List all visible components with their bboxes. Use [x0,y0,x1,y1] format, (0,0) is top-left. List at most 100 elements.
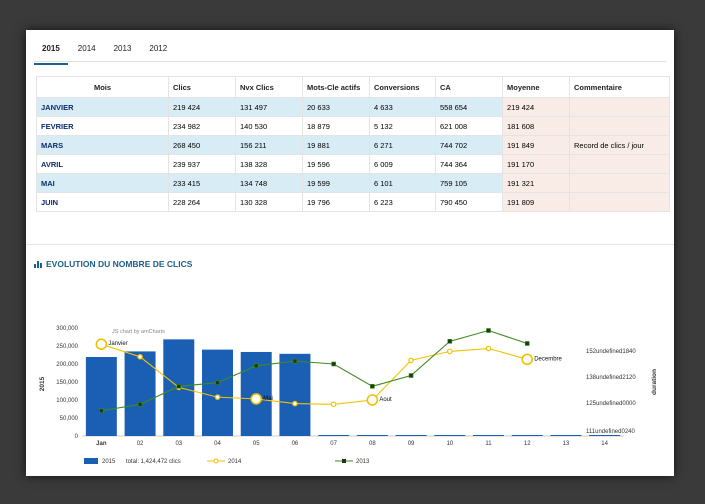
legend-label-2015: 2015 [102,459,116,465]
x-tick-label: 09 [408,441,415,447]
table-cell: 759 105 [435,173,503,193]
x-tick-label: 03 [175,441,182,447]
data-point [99,408,104,414]
data-point [292,358,298,364]
x-tick-label: 02 [137,441,144,447]
col-header-mois: Mois [36,76,169,98]
table-cell: 744 702 [435,135,503,155]
annotation-marker [95,338,108,350]
monthly-table: Mois Clics Nvx Clics Mots-Cle actifs Con… [36,76,670,212]
table-cell: 19 881 [302,135,370,155]
col-header-commentaire: Commentaire [569,76,670,98]
x-tick-label: 12 [524,441,531,447]
y-tick-label: 100,000 [56,398,78,404]
tab-2015[interactable]: 2015 [34,40,68,65]
section-divider [26,244,674,245]
bar-chart-icon [34,261,42,268]
x-tick-label: 13 [563,441,570,447]
series-line-2014 [101,343,528,405]
table-cell: 134 748 [235,173,303,193]
annotation-marker [366,394,379,406]
y-tick-label: 50,000 [60,416,79,422]
table-cell: 239 937 [168,154,236,174]
table-cell: 234 982 [168,116,236,136]
table-cell: 20 633 [302,97,370,117]
bar [85,357,117,436]
legend-swatch-2015 [84,458,98,464]
y-tick-label: 200,000 [56,362,78,368]
table-cell: Record de clics / jour [569,135,670,155]
bar [550,435,582,436]
table-cell: 744 364 [435,154,503,174]
bar [279,353,311,436]
data-point [137,402,143,407]
data-point [215,380,220,386]
tab-2013[interactable]: 2013 [113,44,132,53]
data-point [176,384,182,389]
table-cell: 130 328 [235,192,303,212]
data-point [408,357,414,364]
table-cell: 191 170 [502,154,570,174]
legend-total: total: 1,424,472 clics [126,459,181,465]
bar [395,435,427,436]
tab-2012[interactable]: 2012 [149,44,168,53]
annotation-label: Aout [379,397,392,403]
data-point [447,339,453,344]
table-cell [569,173,670,193]
x-tick-label: 08 [369,441,376,447]
table-cell: 19 796 [302,192,370,212]
legend-marker-2013 [342,459,346,463]
table-row: FEVRIER 234 982 140 530 18 879 5 132 621 008 1… [36,116,670,136]
y-tick-label: 300,000 [56,326,78,332]
chart-credit: JS chart by amCharts [112,329,165,335]
x-tick-label: 11 [485,441,492,447]
x-tick-label: 05 [253,441,260,447]
data-point [331,361,336,367]
table-cell: 621 008 [435,116,503,136]
data-point [486,328,491,333]
table-cell: 219 424 [168,97,236,117]
table-cell: 18 879 [302,116,370,136]
annotation-label: Janvier [108,341,127,347]
right-tick-label: 152undefined1840 [586,349,636,355]
month-cell: AVRIL [36,154,169,174]
annotation-marker [250,393,263,405]
table-cell: 181 608 [502,116,570,136]
data-point [214,394,221,400]
month-cell: FEVRIER [36,116,169,136]
table-cell [569,116,670,136]
bar [124,351,156,436]
report-panel: 2015 2014 2013 2012 Mois Clics Nvx Clics… [26,30,674,476]
table-cell: 4 633 [369,97,436,117]
table-cell: 191 849 [502,135,570,155]
y-axis-label-right: duration [651,369,658,395]
table-cell [569,154,670,174]
annotation-marker [521,353,534,366]
month-cell: MAI [36,173,169,193]
col-header-nvx-clics: Nvx Clics [235,76,303,98]
bar [434,435,466,436]
table-cell: 138 328 [235,154,303,174]
clicks-chart: 300,000 250,000 200,000 150,000 100,000 50,00… [39,326,658,465]
table-cell: 140 530 [235,116,303,136]
tab-2014[interactable]: 2014 [77,44,96,53]
chart-title: EVOLUTION DU NOMBRE DE CLICS [34,259,192,269]
year-tabs: 2015 2014 2013 2012 [34,40,177,65]
table-row: JUIN 228 264 130 328 19 796 6 223 790 450 191 … [36,192,670,212]
table-cell: 5 132 [369,116,436,136]
col-header-mots-cle: Mots-Cle actifs [302,76,370,98]
x-tick-label: 04 [214,441,221,447]
x-tick-label: 14 [601,441,608,447]
legend-label-2013: 2013 [356,459,370,465]
data-point [370,384,375,389]
table-cell: 191 809 [502,192,570,212]
table-cell [569,192,670,212]
month-cell: JUIN [36,192,169,212]
table-cell: 19 599 [302,173,370,193]
table-cell: 156 211 [235,135,303,155]
month-cell: MARS [36,135,169,155]
table-cell: 219 424 [502,97,570,117]
table-cell: 268 450 [168,135,236,155]
bar [318,435,350,436]
data-point [446,348,453,355]
